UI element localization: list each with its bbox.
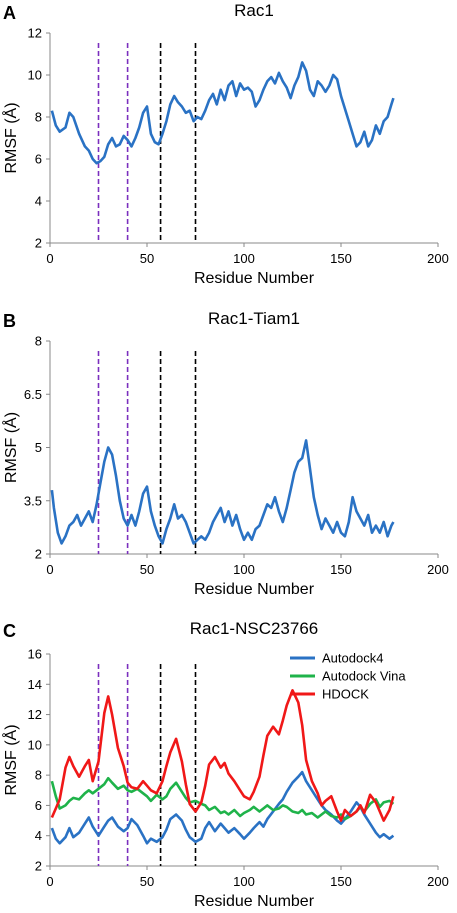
- legend-label: HDOCK: [322, 687, 369, 702]
- series-line: [50, 61, 395, 165]
- y-tick-label: 12: [28, 707, 42, 722]
- chart-panel-c: C Rac1-NSC23766 2 4 6 8 10 12 14 16 0 50 100 150 200 Re…: [1, 619, 449, 910]
- x-tick-label: 200: [427, 562, 449, 577]
- x-tick-label: 150: [330, 562, 352, 577]
- series-line-autodock4: [50, 770, 395, 845]
- x-tick-label: 100: [233, 874, 255, 889]
- y-tick-label: 2: [35, 547, 42, 562]
- y-axis-label: RMSF (Å): [1, 412, 20, 483]
- y-tick-label: 16: [28, 647, 42, 662]
- x-tick-label: 0: [46, 874, 53, 889]
- y-tick-label: 12: [28, 26, 42, 41]
- panel-letter: B: [3, 311, 16, 331]
- x-tick-label: 0: [46, 251, 53, 266]
- x-axis-label: Residue Number: [194, 893, 315, 910]
- y-tick-label: 6: [35, 152, 42, 167]
- y-axis-label: RMSF (Å): [1, 724, 20, 795]
- x-tick-label: 200: [427, 874, 449, 889]
- x-axis-label: Residue Number: [194, 270, 315, 287]
- y-tick-label: 5: [35, 440, 42, 455]
- y-tick-label: 4: [35, 194, 42, 209]
- chart-panel-b: B Rac1-Tiam1 2 3.5 5 6.5 8 0 50 100 150 200 Residue …: [1, 309, 449, 598]
- x-tick-label: 200: [427, 251, 449, 266]
- y-tick-label: 3.5: [24, 493, 42, 508]
- x-tick-label: 50: [140, 874, 154, 889]
- y-tick-label: 10: [28, 68, 42, 83]
- x-tick-label: 50: [140, 562, 154, 577]
- panel-letter: A: [3, 3, 16, 23]
- x-tick-label: 150: [330, 251, 352, 266]
- x-tick-label: 100: [233, 562, 255, 577]
- chart-title: Rac1-Tiam1: [208, 309, 300, 328]
- y-tick-label: 8: [35, 768, 42, 783]
- y-tick-label: 6: [35, 798, 42, 813]
- y-tick-label: 8: [35, 334, 42, 349]
- legend: Autodock4 Autodock Vina HDOCK: [290, 651, 406, 702]
- legend-label: Autodock Vina: [322, 669, 406, 684]
- y-axis-label: RMSF (Å): [1, 102, 20, 173]
- chart-title: Rac1-NSC23766: [190, 619, 319, 638]
- y-tick-label: 2: [35, 236, 42, 251]
- y-tick-label: 14: [28, 677, 42, 692]
- series-line-autodock-vina: [50, 776, 395, 821]
- y-tick-label: 2: [35, 859, 42, 874]
- y-tick-label: 4: [35, 828, 42, 843]
- panel-letter: C: [3, 621, 16, 641]
- chart-panel-a: A Rac1 2 4 6 8 10 12 0 50 100 150 200 Residue Number R…: [1, 1, 449, 287]
- y-tick-label: 10: [28, 737, 42, 752]
- legend-label: Autodock4: [322, 651, 383, 666]
- y-tick-label: 8: [35, 110, 42, 125]
- series-line-hdock: [50, 688, 395, 822]
- chart-title: Rac1: [234, 1, 274, 20]
- y-tick-label: 6.5: [24, 387, 42, 402]
- series-line: [50, 439, 395, 545]
- x-tick-label: 100: [233, 251, 255, 266]
- x-axis-label: Residue Number: [194, 581, 315, 598]
- x-tick-label: 150: [330, 874, 352, 889]
- x-tick-label: 0: [46, 562, 53, 577]
- x-tick-label: 50: [140, 251, 154, 266]
